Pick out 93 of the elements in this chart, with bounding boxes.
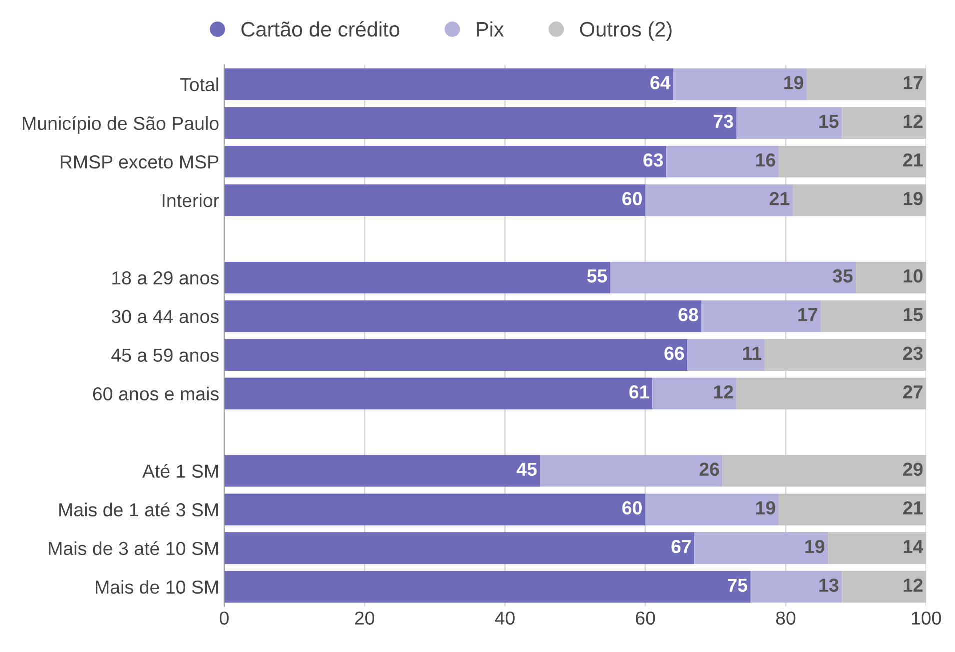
- bar: [842, 107, 926, 140]
- data-label: 68: [678, 308, 698, 322]
- x-tick-label: 0: [220, 612, 229, 625]
- y-tick-label: Até 1 SM: [142, 464, 218, 478]
- x-tick-label: 100: [912, 612, 942, 625]
- data-label: 66: [664, 346, 684, 360]
- data-label: 55: [587, 270, 608, 283]
- x-tick-label: 40: [495, 612, 515, 625]
- data-label: 17: [904, 76, 923, 90]
- bar: [856, 262, 926, 294]
- bar: [224, 532, 695, 564]
- x-tick-label: 80: [776, 612, 796, 625]
- data-label: 16: [756, 154, 776, 167]
- data-label: 15: [904, 308, 924, 322]
- y-tick-label: Interior: [162, 194, 220, 208]
- bar: [224, 339, 688, 371]
- y-tick-label: RMSP exceto MSP: [60, 156, 219, 169]
- data-label: 13: [820, 578, 839, 592]
- bar: [792, 184, 926, 216]
- bar: [821, 300, 926, 332]
- y-tick-label: 60 anos e mais: [93, 386, 219, 401]
- data-label: 64: [650, 76, 671, 90]
- data-label: 19: [806, 540, 825, 554]
- bar: [722, 455, 926, 487]
- data-label: 29: [903, 462, 923, 476]
- data-label: 19: [784, 76, 804, 90]
- data-label: 21: [770, 192, 790, 206]
- bar: [224, 455, 540, 487]
- data-label: 19: [756, 501, 776, 515]
- y-tick-label: Total: [180, 78, 218, 92]
- data-label: 73: [714, 114, 734, 128]
- y-tick-label: Mais de 10 SM: [96, 580, 218, 594]
- bar: [807, 68, 926, 100]
- data-label: 67: [672, 540, 692, 554]
- data-label: 17: [798, 308, 818, 322]
- data-label: 15: [820, 115, 839, 128]
- y-tick-label: 30 a 44 anos: [112, 310, 219, 324]
- bar: [224, 378, 653, 410]
- bar: [540, 455, 723, 487]
- bar: [702, 300, 822, 332]
- bar: [750, 571, 842, 603]
- bar: [666, 146, 779, 178]
- y-tick-label: 45 a 59 anos: [112, 348, 219, 362]
- legend-label: Pix: [477, 22, 504, 37]
- data-label: 11: [743, 347, 762, 360]
- bar: [610, 262, 856, 294]
- data-label: 21: [903, 154, 924, 167]
- data-label: 75: [728, 578, 748, 592]
- data-label: 45: [516, 463, 537, 476]
- bar: [828, 532, 926, 564]
- legend-label: Cartão de crédito: [242, 21, 400, 37]
- data-label: 26: [700, 462, 720, 476]
- data-label: 60: [622, 501, 642, 515]
- data-label: 19: [904, 192, 923, 206]
- bar: [224, 571, 751, 603]
- bar: [224, 494, 646, 526]
- bar: [764, 339, 926, 371]
- x-tick-label: 60: [636, 612, 656, 625]
- y-tick-label: Mais de 3 até 10 SM: [49, 541, 218, 556]
- bar: [646, 494, 779, 526]
- bar: [224, 146, 667, 178]
- bar: [652, 378, 737, 410]
- data-label: 14: [904, 540, 924, 554]
- bar: [646, 184, 793, 216]
- y-tick-label: Município de São Paulo: [23, 116, 219, 134]
- y-tick-label: 18 a 29 anos: [112, 272, 219, 285]
- bar: [778, 494, 926, 526]
- bar: [688, 339, 765, 371]
- x-tick-label: 20: [355, 612, 375, 625]
- bar: [694, 532, 828, 564]
- bar: [224, 262, 610, 294]
- data-label: 60: [622, 192, 642, 206]
- data-label: 27: [903, 386, 923, 399]
- data-label: 61: [630, 386, 650, 399]
- bar: [224, 107, 737, 140]
- data-label: 12: [714, 386, 734, 399]
- legend-label: Outros (2): [580, 22, 672, 42]
- y-tick-label: Mais de 1 até 3 SM: [60, 502, 218, 517]
- data-label: 12: [904, 114, 923, 128]
- data-label: 10: [904, 270, 923, 283]
- data-label: 23: [903, 346, 923, 360]
- data-label: 35: [832, 270, 853, 283]
- data-label: 63: [644, 154, 664, 167]
- bar: [778, 146, 926, 178]
- data-label: 12: [904, 578, 923, 592]
- bar: [842, 571, 926, 603]
- bar: [224, 300, 702, 332]
- bar: [674, 68, 808, 100]
- data-label: 21: [903, 501, 924, 515]
- bar: [736, 107, 842, 140]
- bar: [224, 68, 674, 100]
- bar: [224, 184, 646, 216]
- bar: [736, 378, 926, 410]
